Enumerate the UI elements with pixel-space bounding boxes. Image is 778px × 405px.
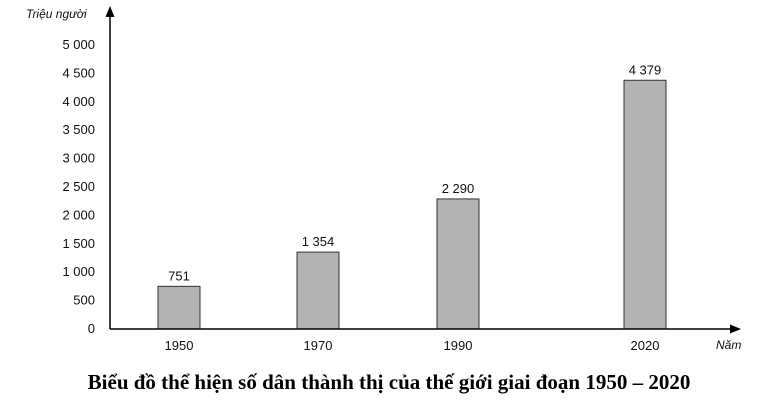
bar-value-label: 2 290 xyxy=(442,181,475,196)
y-axis-label: Triệu người xyxy=(26,7,87,21)
x-tick-label: 1950 xyxy=(165,338,194,353)
y-tick-label: 4 500 xyxy=(62,65,95,80)
y-tick-label: 5 000 xyxy=(62,37,95,52)
bar-value-label: 1 354 xyxy=(302,234,335,249)
y-tick-label: 500 xyxy=(73,293,95,308)
x-tick-label: 2020 xyxy=(631,338,660,353)
chart-caption: Biểu đồ thể hiện số dân thành thị của th… xyxy=(87,370,691,394)
x-axis-ticks: 1950 1970 1990 2020 xyxy=(165,338,660,353)
y-tick-label: 1 500 xyxy=(62,236,95,251)
bar xyxy=(157,285,201,330)
bar-value-label: 4 379 xyxy=(629,62,662,77)
x-axis-label: Năm xyxy=(716,338,741,352)
x-axis-arrow xyxy=(730,324,741,334)
y-axis-ticks: 0 500 1 000 1 500 2 000 2 500 3 000 3 500 4 000 4… xyxy=(62,37,95,336)
bar-chart: 0 500 1 000 1 500 2 000 2 500 3 000 3 500 4 000 4… xyxy=(26,6,741,353)
y-tick-label: 3 500 xyxy=(62,122,95,137)
x-tick-label: 1990 xyxy=(444,338,473,353)
y-tick-label: 3 000 xyxy=(62,151,95,166)
bar-value-label: 751 xyxy=(168,268,190,283)
y-tick-label: 1 000 xyxy=(62,264,95,279)
y-tick-label: 0 xyxy=(88,321,95,336)
y-tick-label: 2 000 xyxy=(62,207,95,222)
bar xyxy=(296,251,340,330)
y-tick-label: 4 000 xyxy=(62,94,95,109)
bars: 751 1 354 2 290 4 379 xyxy=(157,62,667,330)
bar xyxy=(436,198,480,330)
bar xyxy=(623,79,667,330)
x-tick-label: 1970 xyxy=(304,338,333,353)
y-tick-label: 2 500 xyxy=(62,179,95,194)
axes xyxy=(105,6,741,334)
y-axis-arrow xyxy=(105,6,115,17)
